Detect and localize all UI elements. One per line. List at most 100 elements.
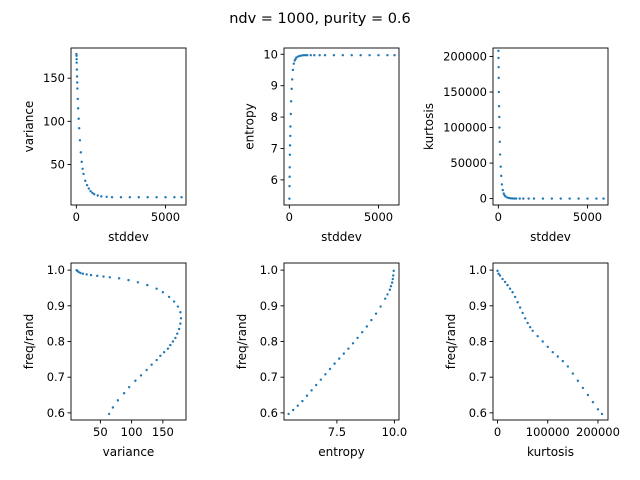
axes-frame [283,262,400,421]
x-tick-label: 0 [286,210,293,224]
scatter-points [288,54,396,200]
data-point [361,331,364,334]
data-point [504,195,507,198]
data-point [497,90,501,94]
data-point [374,312,378,315]
data-point [301,399,304,403]
data-point [127,385,131,389]
y-axis-label: entropy [242,103,256,149]
y-tick-label: 0.8 [47,335,65,349]
data-point [596,408,600,411]
data-point [137,196,140,199]
x-axis-label: stddev [108,230,149,244]
data-point [496,269,499,273]
y-tick-label: 9 [271,79,278,93]
data-point [169,343,172,347]
data-point [513,197,516,200]
data-point [514,197,518,200]
data-point [291,68,295,72]
data-point [586,197,589,200]
data-point [347,347,350,350]
data-point [338,357,341,360]
x-tick-label: 5000 [573,210,602,224]
data-point [551,351,554,354]
data-point [318,54,321,57]
data-point [536,334,539,338]
data-point [546,345,549,349]
data-point [499,165,502,168]
x-axis-label: stddev [321,230,362,244]
x-tick-label: 7.5 [328,425,346,439]
data-point [102,275,105,278]
y-tick-label: 0.9 [260,299,278,313]
data-point [298,54,302,58]
data-point [176,305,180,308]
data-point [179,322,182,325]
x-tick-label: 0 [494,425,501,439]
y-tick-label: 0.7 [260,370,278,384]
data-point [581,386,585,390]
y-tick-label: 1.0 [469,263,487,277]
data-point [521,311,524,315]
x-tick-label: 5000 [151,210,180,224]
data-point [77,117,80,120]
subplot-freq-rand-vs-entropy: 7.5 10.0 0.6 0.7 0.8 0.9 1.0 entropy freq/rand [235,262,408,459]
data-point [390,281,394,284]
y-tick-label: 1.0 [47,263,65,277]
data-point [85,273,88,276]
data-point [365,325,368,328]
data-point [386,54,389,57]
data-point [497,76,500,80]
data-point [576,379,580,382]
data-point [600,412,604,416]
data-point [500,183,504,186]
data-point [328,367,332,371]
scatter-points [75,268,183,416]
data-point [288,175,291,178]
x-tick-label: 200000 [576,425,620,439]
data-point [300,54,304,57]
data-point [332,54,336,57]
x-axis-label: variance [103,445,155,459]
data-point [498,126,501,129]
data-point [568,197,571,200]
data-point [292,62,296,65]
data-point [377,54,380,57]
data-point [392,269,395,273]
data-point [350,54,353,57]
y-tick-label: 0.6 [260,406,278,420]
data-point [89,273,93,277]
y-tick-label: 7 [271,141,278,155]
data-point [119,196,123,199]
scatter-points [497,49,605,200]
data-point [179,311,182,314]
y-tick-label: 0.7 [47,370,65,384]
data-point [166,347,170,350]
data-point [75,75,79,78]
data-point [179,317,183,320]
data-point [550,197,554,200]
data-point [506,283,509,287]
data-point [76,87,79,90]
data-point [177,327,181,331]
data-point [150,363,153,366]
y-tick-label: 0.6 [469,406,487,420]
data-point [155,196,158,199]
x-tick-label: 50 [93,425,108,439]
data-point [77,270,80,274]
data-point [342,352,345,355]
data-point [116,399,120,402]
data-point [566,365,570,368]
data-point [122,392,126,395]
y-tick-label: 0.7 [469,370,487,384]
data-point [76,107,80,110]
x-tick-label: 5000 [364,210,393,224]
x-axis-label: kurtosis [527,445,574,459]
x-tick-label: 10.0 [382,425,408,439]
data-point [501,277,504,281]
data-point [384,297,387,300]
axes-frame [283,47,400,206]
data-point [586,393,590,397]
data-point [111,406,115,409]
